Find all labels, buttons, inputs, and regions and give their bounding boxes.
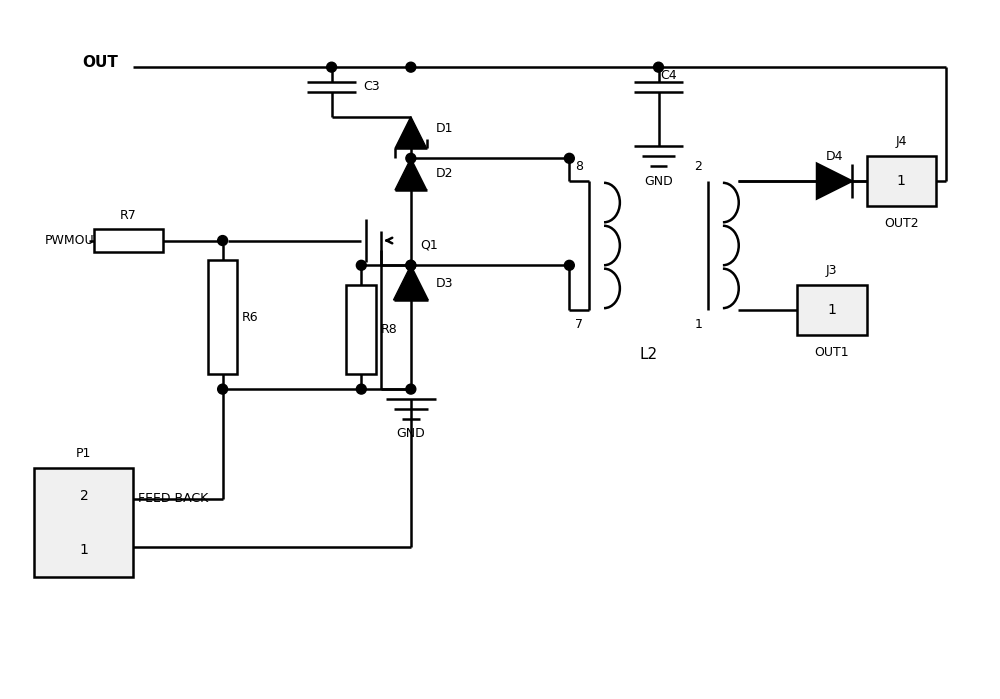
Text: 8: 8 xyxy=(575,160,583,173)
Text: 1: 1 xyxy=(79,543,88,557)
Text: D3: D3 xyxy=(436,277,453,289)
Text: C4: C4 xyxy=(660,69,677,82)
Circle shape xyxy=(406,260,416,271)
Circle shape xyxy=(406,153,416,164)
Text: GND: GND xyxy=(396,427,425,440)
FancyBboxPatch shape xyxy=(797,285,867,335)
Text: R7: R7 xyxy=(120,209,137,222)
FancyBboxPatch shape xyxy=(867,157,936,206)
Text: 7: 7 xyxy=(575,318,583,331)
Text: OUT: OUT xyxy=(83,55,119,70)
Polygon shape xyxy=(395,117,427,148)
Circle shape xyxy=(406,260,416,271)
FancyBboxPatch shape xyxy=(94,229,163,252)
Text: OUT1: OUT1 xyxy=(815,346,849,359)
Text: D4: D4 xyxy=(826,150,844,163)
Text: 2: 2 xyxy=(694,160,702,173)
Text: R8: R8 xyxy=(381,323,397,336)
Circle shape xyxy=(406,62,416,72)
Text: 1: 1 xyxy=(694,318,702,331)
Circle shape xyxy=(356,384,366,394)
Text: D2: D2 xyxy=(436,166,453,180)
Text: Q1: Q1 xyxy=(421,239,438,252)
Polygon shape xyxy=(394,266,428,300)
Text: J4: J4 xyxy=(895,135,907,148)
FancyBboxPatch shape xyxy=(346,285,376,374)
Text: L2: L2 xyxy=(640,347,658,362)
Text: C3: C3 xyxy=(363,80,380,94)
Text: P1: P1 xyxy=(76,447,92,460)
Text: PWMOUT: PWMOUT xyxy=(44,234,102,247)
Text: D1: D1 xyxy=(436,122,453,135)
FancyBboxPatch shape xyxy=(208,260,237,374)
Circle shape xyxy=(564,260,574,271)
Text: 1: 1 xyxy=(897,174,906,188)
Circle shape xyxy=(564,153,574,164)
Polygon shape xyxy=(817,164,852,199)
Text: 2: 2 xyxy=(80,489,88,503)
Text: J3: J3 xyxy=(826,264,838,277)
FancyBboxPatch shape xyxy=(34,468,133,577)
Text: FEED BACK: FEED BACK xyxy=(138,492,209,505)
Text: R6: R6 xyxy=(242,311,259,324)
Circle shape xyxy=(218,236,228,245)
Text: OUT2: OUT2 xyxy=(884,217,919,230)
Circle shape xyxy=(654,62,663,72)
Polygon shape xyxy=(395,158,427,190)
Circle shape xyxy=(406,384,416,394)
Text: 1: 1 xyxy=(827,303,836,317)
Circle shape xyxy=(327,62,337,72)
Text: GND: GND xyxy=(644,175,673,187)
Circle shape xyxy=(356,260,366,271)
Circle shape xyxy=(218,384,228,394)
